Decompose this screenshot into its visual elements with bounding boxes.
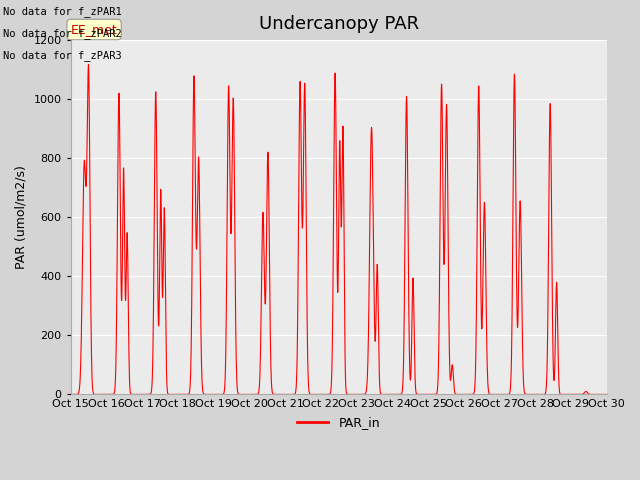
Legend: PAR_in: PAR_in — [292, 411, 385, 434]
Text: No data for f_zPAR1: No data for f_zPAR1 — [3, 6, 122, 17]
Text: No data for f_zPAR2: No data for f_zPAR2 — [3, 28, 122, 39]
Text: No data for f_zPAR3: No data for f_zPAR3 — [3, 49, 122, 60]
Y-axis label: PAR (umol/m2/s): PAR (umol/m2/s) — [15, 165, 28, 269]
Title: Undercanopy PAR: Undercanopy PAR — [259, 15, 419, 33]
Text: EE_met: EE_met — [70, 23, 118, 36]
